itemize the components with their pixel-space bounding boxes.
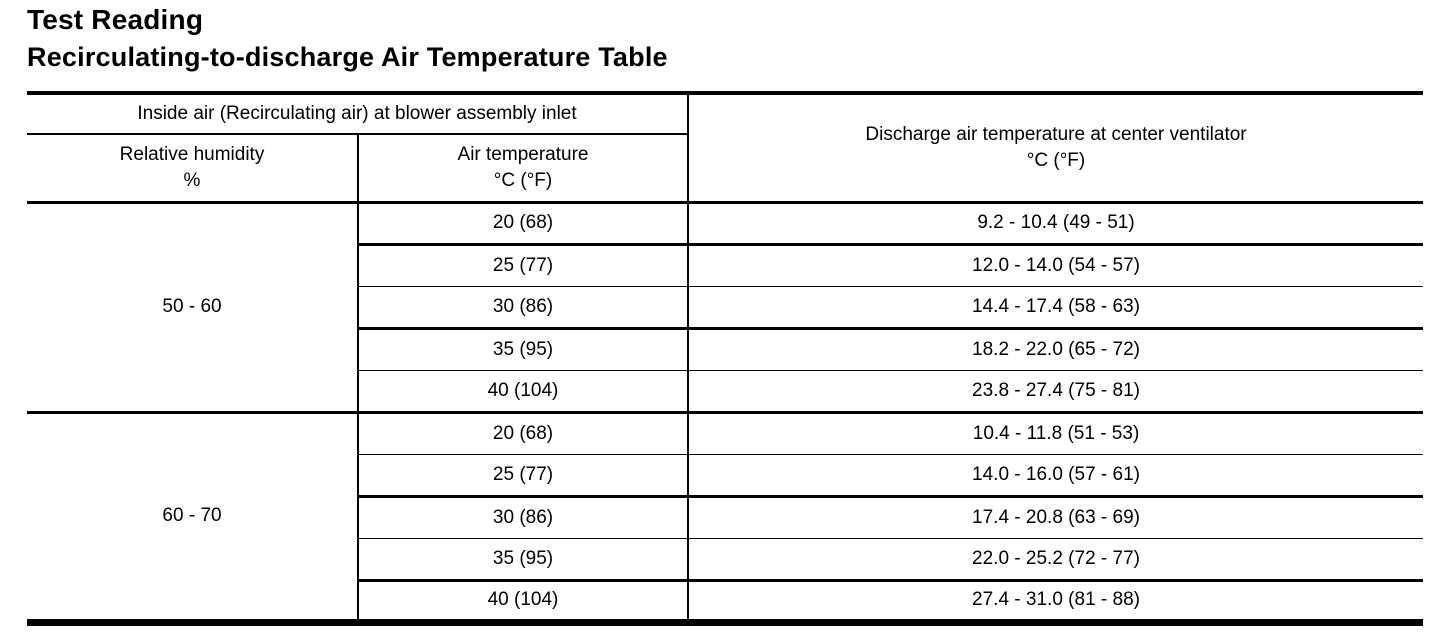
table-row: 25 (77) 12.0 - 14.0 (54 - 57)	[27, 244, 1424, 287]
header-discharge-unit: °C (°F)	[1026, 149, 1086, 171]
discharge-cell: 18.2 - 22.0 (65 - 72)	[687, 328, 1424, 371]
air-temp-cell: 20 (68)	[356, 412, 689, 455]
table-row: 50 - 60 20 (68) 9.2 - 10.4 (49 - 51)	[27, 202, 1424, 414]
discharge-cell: 12.0 - 14.0 (54 - 57)	[687, 244, 1424, 287]
air-temp-cell: 40 (104)	[356, 370, 689, 414]
air-temp-cell: 20 (68)	[356, 202, 689, 246]
discharge-cell: 22.0 - 25.2 (72 - 77)	[687, 538, 1424, 582]
discharge-cell: 14.0 - 16.0 (57 - 61)	[687, 454, 1424, 498]
humidity-group-cell: 60 - 70	[27, 412, 358, 623]
discharge-cell: 17.4 - 20.8 (63 - 69)	[687, 496, 1424, 539]
discharge-cell: 27.4 - 31.0 (81 - 88)	[687, 580, 1424, 623]
header-relative-humidity-label: Relative humidity	[119, 144, 265, 166]
air-temp-cell: 35 (95)	[356, 538, 689, 582]
air-temp-cell: 25 (77)	[356, 454, 689, 498]
air-temp-cell: 25 (77)	[356, 244, 689, 287]
air-temp-cell: 30 (86)	[356, 496, 689, 539]
table-row: 60 - 70 20 (68) 10.4 - 11.8 (51 - 53)	[27, 412, 1424, 623]
header-row-top: Inside air (Recirculating air) at blower…	[27, 93, 1424, 204]
air-temp-cell: 30 (86)	[356, 286, 689, 330]
header-air-temperature-unit: °C (°F)	[493, 169, 553, 191]
air-temp-cell: 35 (95)	[356, 328, 689, 371]
header-discharge-label: Discharge air temperature at center vent…	[865, 124, 1247, 146]
header-relative-humidity-unit: %	[183, 169, 201, 191]
discharge-cell: 10.4 - 11.8 (51 - 53)	[687, 412, 1424, 455]
table-row: 30 (86) 17.4 - 20.8 (63 - 69)	[27, 496, 1424, 539]
table-row: 40 (104) 23.8 - 27.4 (75 - 81)	[27, 370, 1424, 414]
table-row: 35 (95) 18.2 - 22.0 (65 - 72)	[27, 328, 1424, 371]
page-subtitle: Recirculating-to-discharge Air Temperatu…	[27, 42, 668, 72]
header-relative-humidity: Relative humidity %	[27, 134, 358, 204]
header-inside-air: Inside air (Recirculating air) at blower…	[27, 93, 689, 135]
header-air-temperature: Air temperature °C (°F)	[356, 134, 689, 204]
air-temperature-table: Inside air (Recirculating air) at blower…	[27, 91, 1424, 626]
discharge-cell: 23.8 - 27.4 (75 - 81)	[687, 370, 1424, 414]
page-title: Test Reading	[27, 4, 204, 35]
header-discharge: Discharge air temperature at center vent…	[687, 93, 1424, 204]
table-row: 30 (86) 14.4 - 17.4 (58 - 63)	[27, 286, 1424, 330]
header-row-sub: Relative humidity % Air temperature °C (…	[27, 134, 1423, 204]
table-row: 40 (104) 27.4 - 31.0 (81 - 88)	[27, 580, 1424, 623]
discharge-cell: 14.4 - 17.4 (58 - 63)	[687, 286, 1424, 330]
humidity-group-cell: 50 - 60	[27, 202, 358, 414]
air-temp-cell: 40 (104)	[356, 580, 689, 623]
discharge-cell: 9.2 - 10.4 (49 - 51)	[687, 202, 1424, 246]
table-row: 35 (95) 22.0 - 25.2 (72 - 77)	[27, 538, 1424, 582]
header-air-temperature-label: Air temperature	[457, 144, 589, 166]
table-row: 25 (77) 14.0 - 16.0 (57 - 61)	[27, 454, 1424, 498]
